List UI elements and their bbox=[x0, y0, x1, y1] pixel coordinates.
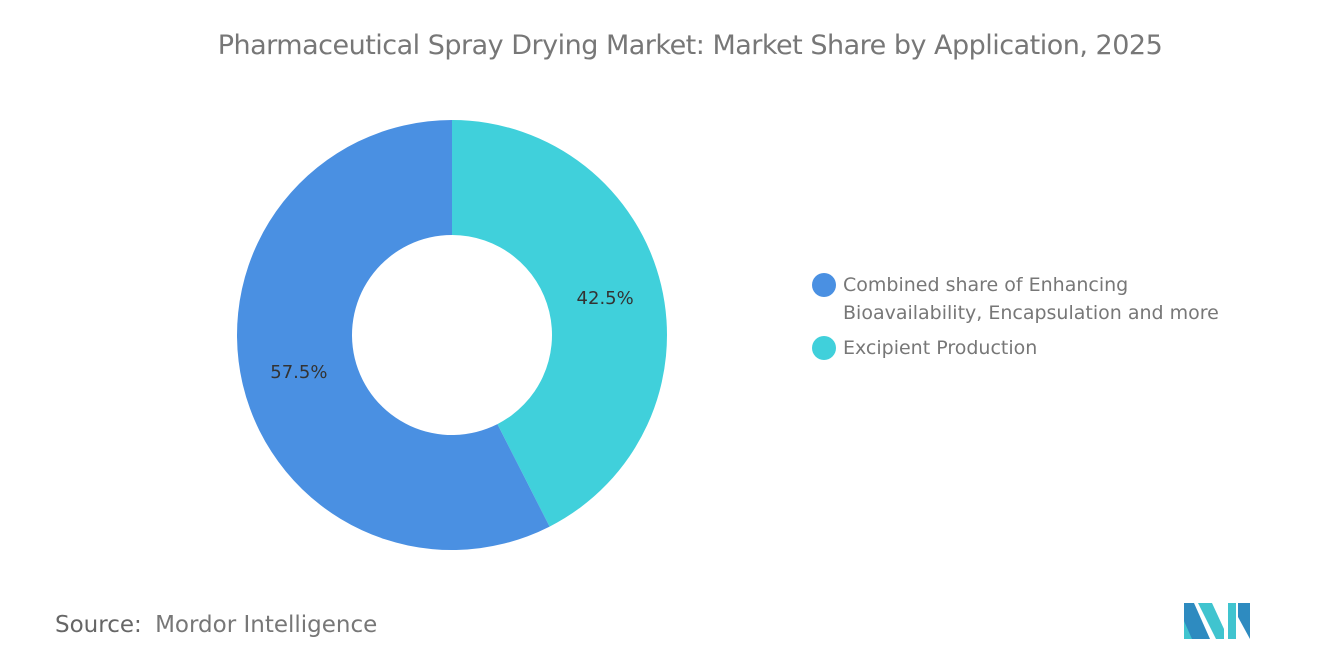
legend-swatch bbox=[812, 336, 836, 360]
mordor-logo-icon bbox=[1184, 603, 1250, 639]
legend-swatch bbox=[812, 273, 836, 297]
legend-label: Excipient Production bbox=[843, 337, 1038, 359]
legend-item: Combined share of Enhancing Bioavailabil… bbox=[812, 271, 1252, 327]
slice-label-0: 42.5% bbox=[577, 288, 634, 309]
chart-title: Pharmaceutical Spray Drying Market: Mark… bbox=[217, 30, 1163, 61]
source-label: Source: bbox=[55, 612, 142, 638]
slice-1 bbox=[237, 120, 550, 551]
slice-label-1: 57.5% bbox=[270, 362, 327, 383]
slice-0 bbox=[452, 120, 667, 527]
source-note: Source: Mordor Intelligence bbox=[55, 612, 377, 638]
legend: Combined share of Enhancing Bioavailabil… bbox=[812, 271, 1252, 369]
source-value: Mordor Intelligence bbox=[155, 612, 378, 638]
legend-label: Combined share of Enhancing Bioavailabil… bbox=[843, 274, 1219, 324]
legend-item: Excipient Production bbox=[812, 334, 1252, 362]
